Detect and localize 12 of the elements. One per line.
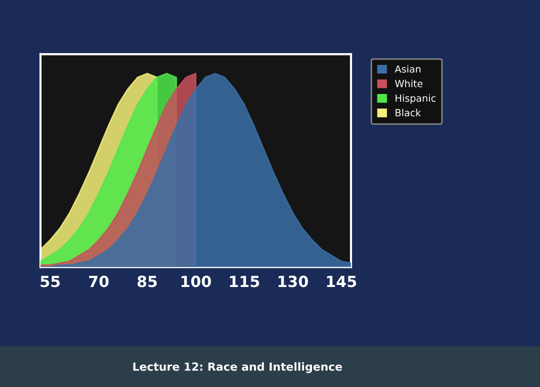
legend-label: Black (396, 108, 421, 116)
x-tick-label: 70 (89, 276, 109, 288)
x-tick-label: 115 (230, 276, 260, 288)
x-tick-label: 85 (138, 276, 157, 288)
text: Lecture 12: Race and Intelligence (133, 362, 342, 374)
legend-label: Hispanic (396, 94, 436, 104)
x-tick-label: 130 (278, 276, 308, 288)
x-tick-label: 145 (327, 276, 356, 288)
legend-label: White (395, 80, 422, 88)
legend-label: Asian (394, 65, 420, 73)
x-tick-label: 55 (40, 276, 60, 288)
x-tick-label: 100 (182, 276, 211, 288)
